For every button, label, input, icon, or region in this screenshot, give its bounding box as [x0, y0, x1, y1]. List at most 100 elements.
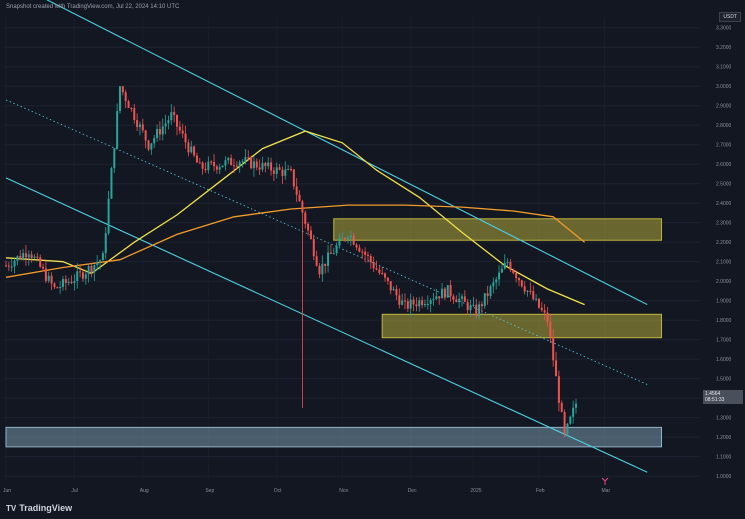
- zones: [5, 218, 662, 448]
- candle-body: [158, 128, 161, 135]
- candle-body: [42, 266, 45, 269]
- x-tick-label: Jul: [71, 488, 77, 494]
- candle-body: [270, 162, 273, 171]
- y-tick-label: 3.3000: [716, 26, 732, 32]
- candle-body: [30, 254, 33, 258]
- candle-body: [284, 169, 287, 176]
- candle-body: [344, 237, 347, 240]
- y-tick-label: 1.8000: [716, 318, 732, 324]
- candle-body: [398, 295, 401, 305]
- candle-body: [87, 265, 90, 275]
- candle-body: [230, 157, 233, 166]
- candle-body: [569, 416, 572, 424]
- candle-body: [44, 268, 47, 281]
- x-axis: Jun Jul Aug Sep Oct Nov Dec 2025 Feb Mar: [3, 488, 610, 494]
- candle-body: [486, 293, 489, 297]
- candle-body: [107, 198, 110, 234]
- y-tick-label: 3.1000: [716, 65, 732, 71]
- candle-body: [309, 230, 312, 239]
- candle-body: [307, 223, 310, 231]
- tradingview-branding[interactable]: TV TradingView: [6, 503, 72, 513]
- candle-body: [235, 165, 238, 167]
- candle-body: [79, 271, 82, 273]
- candle-body: [39, 257, 42, 267]
- ma-line-long: [5, 204, 586, 278]
- y-tick-label: 2.4000: [716, 201, 732, 207]
- y-tick-label: 3.2000: [716, 45, 732, 51]
- candle-body: [16, 255, 19, 261]
- candle-body: [503, 262, 506, 269]
- tradingview-logo-icon: TV: [6, 504, 17, 513]
- candle-body: [329, 252, 332, 254]
- candle-body: [84, 274, 87, 279]
- y-tick-label: 1.6000: [716, 357, 732, 363]
- candle-body: [190, 146, 193, 153]
- candle-body: [10, 266, 13, 268]
- candle-body: [244, 157, 247, 162]
- y-tick-label: 2.2000: [716, 240, 732, 246]
- y-tick-label: 2.1000: [716, 260, 732, 266]
- candle-body: [178, 126, 181, 131]
- candle-body: [70, 281, 73, 283]
- candle-body: [535, 298, 538, 300]
- candle-body: [421, 300, 424, 306]
- y-tick-label: 2.3000: [716, 221, 732, 227]
- candle-body: [552, 336, 555, 361]
- candle-body: [110, 168, 113, 199]
- candle-body: [96, 262, 99, 266]
- y-tick-label: 2.9000: [716, 104, 732, 110]
- candle-body: [338, 238, 341, 246]
- candle-body: [526, 290, 529, 292]
- candle-body: [195, 155, 198, 163]
- zone-support: [5, 426, 662, 448]
- candle-body: [113, 148, 116, 169]
- candle-body: [332, 253, 335, 255]
- candle-body: [204, 168, 207, 171]
- candle-body: [173, 112, 176, 116]
- x-tick-label: Nov: [339, 488, 348, 494]
- candle-body: [441, 288, 444, 299]
- candle-body: [144, 130, 147, 141]
- candle-body: [438, 296, 441, 299]
- candle-body: [264, 162, 267, 167]
- channel-line-lower: [5, 177, 648, 473]
- candle-body: [358, 247, 361, 252]
- candle-body: [170, 112, 173, 121]
- candle-body: [5, 265, 7, 267]
- y-tick-label: 1.5000: [716, 377, 732, 383]
- candle-body: [164, 123, 167, 127]
- candle-body: [324, 263, 327, 266]
- candle-body: [198, 162, 201, 164]
- candle-body: [472, 304, 475, 306]
- candle-body: [130, 108, 133, 110]
- currency-label[interactable]: USDT: [719, 12, 741, 22]
- candle-body: [133, 108, 136, 121]
- candle-body: [509, 262, 512, 270]
- zone-resistance-upper: [333, 218, 662, 241]
- candle-body: [33, 256, 36, 258]
- candle-body: [392, 288, 395, 291]
- candle-body: [443, 288, 446, 298]
- channel-line-middle: [5, 99, 648, 385]
- ma-line-short: [5, 130, 585, 306]
- moving-averages: [5, 130, 586, 306]
- candle-body: [298, 194, 301, 202]
- candle-body: [261, 162, 264, 170]
- candle-body: [341, 237, 344, 239]
- candle-body: [352, 235, 355, 245]
- candle-body: [321, 263, 324, 275]
- candle-body: [167, 120, 170, 124]
- candle-body: [153, 138, 156, 144]
- candle-body: [512, 269, 515, 274]
- candle-body: [47, 275, 50, 281]
- candle-body: [389, 281, 392, 291]
- candle-body: [187, 142, 190, 153]
- candle-body: [315, 256, 318, 266]
- candle-body: [210, 161, 213, 163]
- y-tick-label: 1.1000: [716, 455, 732, 461]
- candle-body: [56, 287, 59, 289]
- candle-body: [575, 403, 577, 408]
- candle-body: [446, 285, 449, 298]
